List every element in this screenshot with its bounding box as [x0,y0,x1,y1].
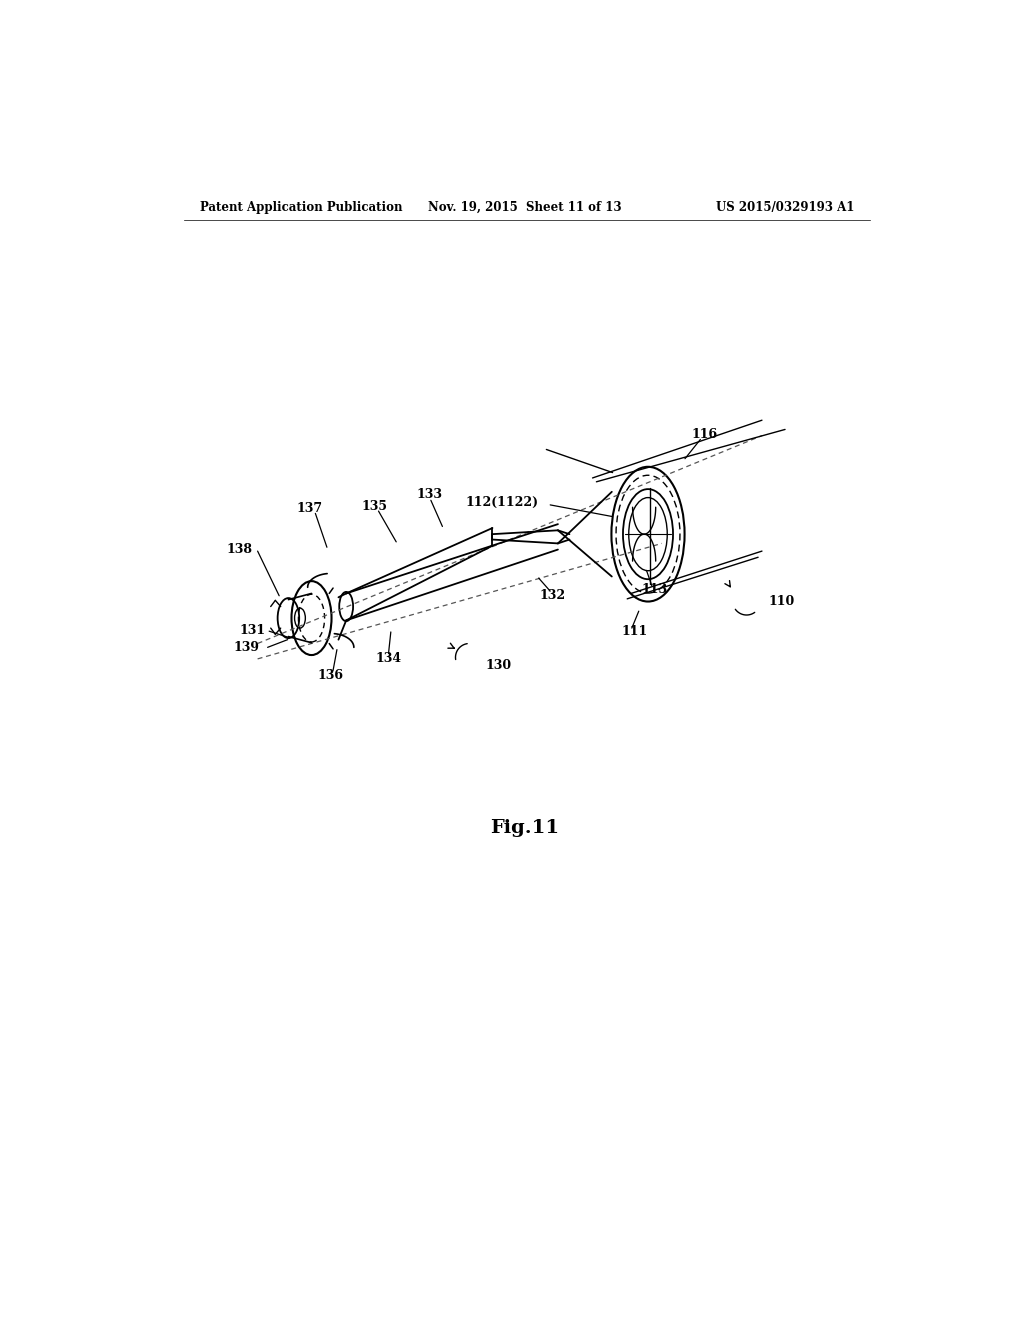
Text: 110: 110 [768,594,795,607]
Text: 112(1122): 112(1122) [466,496,539,510]
Text: 132: 132 [540,589,565,602]
Text: 116: 116 [691,428,717,441]
Text: Fig.11: Fig.11 [490,820,559,837]
Text: 113: 113 [641,583,668,597]
Text: 136: 136 [317,669,344,682]
Text: 137: 137 [297,502,323,515]
Text: 111: 111 [622,626,648,639]
Text: 130: 130 [485,659,512,672]
Text: Nov. 19, 2015  Sheet 11 of 13: Nov. 19, 2015 Sheet 11 of 13 [428,201,622,214]
Text: 134: 134 [376,652,401,665]
Text: 138: 138 [226,543,252,556]
Text: 135: 135 [361,500,388,513]
Text: 131: 131 [240,624,265,638]
Text: Patent Application Publication: Patent Application Publication [200,201,402,214]
Text: 139: 139 [233,640,260,653]
Text: US 2015/0329193 A1: US 2015/0329193 A1 [716,201,854,214]
Text: 133: 133 [417,488,442,502]
